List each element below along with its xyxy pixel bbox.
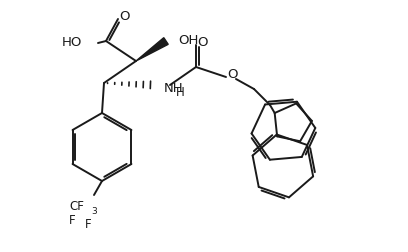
Text: CF: CF xyxy=(69,201,84,213)
Text: 3: 3 xyxy=(91,206,97,215)
Text: H: H xyxy=(176,86,185,100)
Text: F: F xyxy=(69,214,75,228)
Text: O: O xyxy=(227,69,237,81)
Text: HO: HO xyxy=(62,37,82,49)
Text: F: F xyxy=(85,218,91,232)
Text: OH: OH xyxy=(178,34,198,47)
Text: O: O xyxy=(119,10,129,22)
Text: O: O xyxy=(198,36,208,48)
Text: NH: NH xyxy=(164,82,184,96)
Polygon shape xyxy=(136,38,168,61)
